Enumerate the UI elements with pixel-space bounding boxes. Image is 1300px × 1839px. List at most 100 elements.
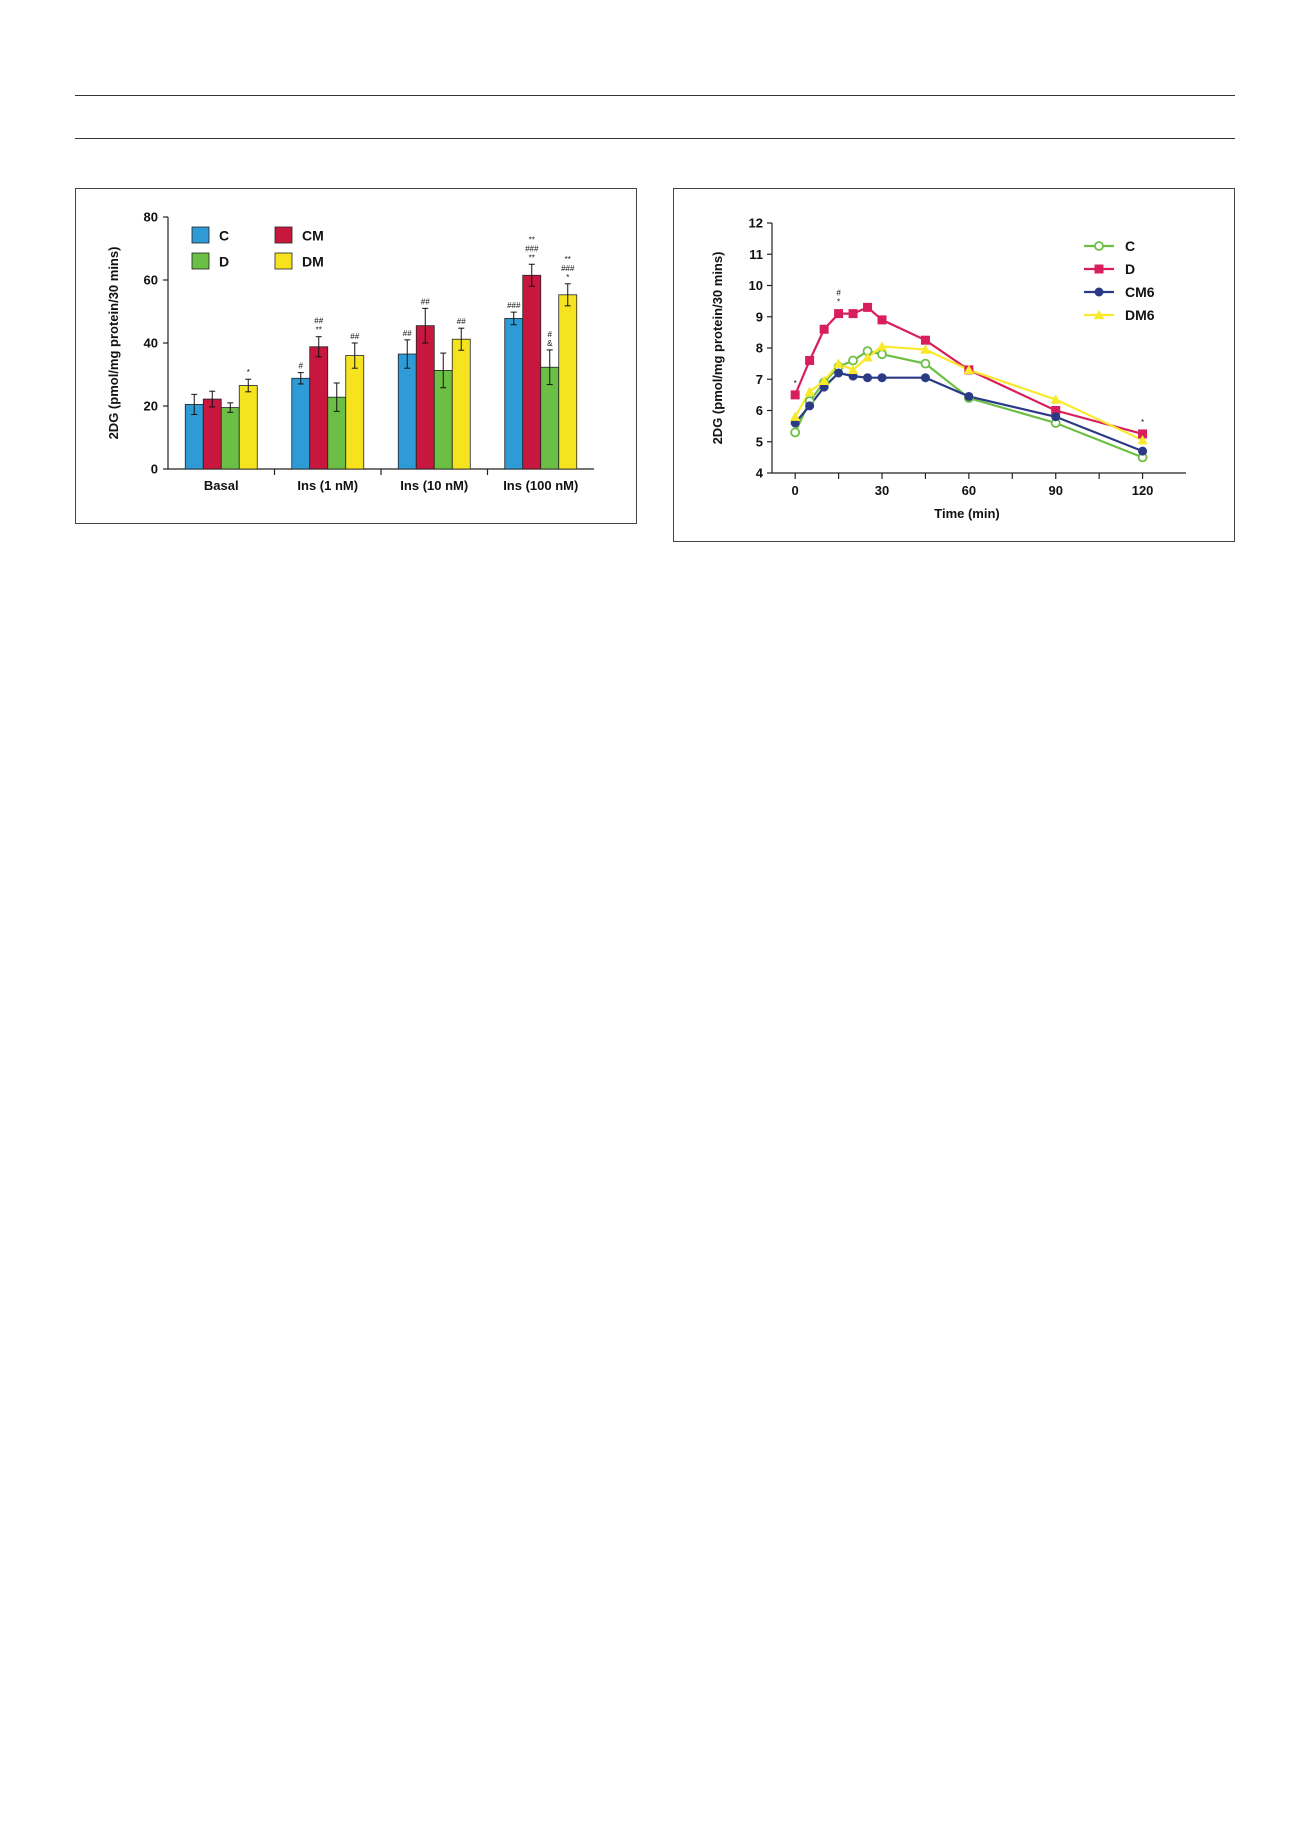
bar-cm-ins-10-nm xyxy=(415,325,435,470)
y-tick-label: 40 xyxy=(144,336,158,351)
point-dm6-t10 xyxy=(818,375,830,385)
bar-cm-ins-100-nm xyxy=(522,274,542,470)
legend-label-c: C xyxy=(219,228,229,244)
bar-dm-basal xyxy=(238,385,258,470)
y-tick-label: 8 xyxy=(756,341,763,356)
point-c-t30 xyxy=(877,349,887,360)
legend-marker-cm6 xyxy=(1094,287,1104,297)
x-tick-label: 30 xyxy=(875,483,889,498)
legend-marker-c xyxy=(1094,241,1104,251)
significance-c-ins-100-nm: ### xyxy=(507,301,521,310)
legend-swatch-d xyxy=(191,252,210,270)
y-tick-label: 5 xyxy=(756,434,763,449)
significance-dm-ins-1-nm: ## xyxy=(350,332,359,341)
bar-cm-basal xyxy=(202,398,222,470)
legend-marker-dm6 xyxy=(1093,309,1105,320)
point-dm6-t45 xyxy=(920,344,931,354)
y-tick-label: 9 xyxy=(756,309,763,324)
significance-cm-ins-1-nm: ## ** xyxy=(314,317,323,335)
point-cm6-t30 xyxy=(877,373,887,383)
y-tick-label: 7 xyxy=(756,372,763,387)
significance-dm-ins-100-nm: ** ### * xyxy=(561,255,575,282)
bar-dm-ins-1-nm xyxy=(345,355,365,470)
line-chart-panel: 4 5 6 7 8 9 10 11 12 0 30 60 90 120 Time (min) 2DG (pmo… xyxy=(673,188,1235,542)
point-dm6-t90 xyxy=(1050,394,1061,404)
point-dm6-t120 xyxy=(1137,435,1148,445)
y-tick-label: 0 xyxy=(151,462,158,477)
significance-d-ins-100-nm: # & xyxy=(547,330,553,348)
point-d-t20 xyxy=(848,309,858,319)
significance-annotation: * xyxy=(1141,418,1144,427)
x-tick-label: 0 xyxy=(792,483,799,498)
legend-swatch-dm xyxy=(274,252,293,270)
x-tick-label-ins-10-nm: Ins (10 nM) xyxy=(400,478,468,493)
x-tick-label: 60 xyxy=(962,483,976,498)
bar-chart: 0 20 40 60 80 2DG (pmol/mg protein/30 mins) Ba… xyxy=(106,210,594,493)
bar-c-ins-100-nm xyxy=(504,318,524,470)
point-dm6-t15 xyxy=(833,358,844,368)
y-tick-label: 60 xyxy=(144,273,158,288)
point-d-t10 xyxy=(819,324,829,334)
significance-cm-ins-100-nm: ** ### ** xyxy=(525,235,539,262)
point-d-t45 xyxy=(920,335,930,345)
legend-label-d: D xyxy=(1125,261,1135,277)
legend-swatch-c xyxy=(191,226,210,244)
x-tick-label: 90 xyxy=(1048,483,1062,498)
y-tick-label: 20 xyxy=(144,399,158,414)
bar-c-ins-1-nm xyxy=(291,377,311,470)
legend-label-dm6: DM6 xyxy=(1125,307,1155,323)
point-dm6-t30 xyxy=(876,341,888,351)
point-d-t25 xyxy=(863,302,873,312)
legend-marker-d xyxy=(1094,264,1104,274)
point-d-t15 xyxy=(834,309,844,319)
point-d-t120 xyxy=(1138,429,1148,439)
point-dm6-t20 xyxy=(847,364,859,375)
point-dm6-t5 xyxy=(804,386,815,396)
significance-annotation: * xyxy=(794,379,797,388)
y-tick-label: 10 xyxy=(749,278,763,293)
x-tick-label: 120 xyxy=(1132,483,1154,498)
point-dm6-t60 xyxy=(963,364,975,375)
point-cm6-t45 xyxy=(920,373,930,383)
x-axis-label: Time (min) xyxy=(934,506,1000,521)
point-d-t0 xyxy=(790,390,800,400)
y-tick-label: 11 xyxy=(749,247,763,262)
point-dm6-t0 xyxy=(789,411,801,421)
legend-label-cm: CM xyxy=(302,228,324,244)
y-tick-label: 12 xyxy=(749,216,763,231)
point-d-t30 xyxy=(877,315,887,325)
point-cm6-t90 xyxy=(1051,412,1061,422)
point-cm6-t25 xyxy=(863,373,873,383)
bar-d-basal xyxy=(220,407,240,470)
point-dm6-t25 xyxy=(862,352,873,362)
bar-dm-ins-100-nm xyxy=(558,294,578,470)
series-line-cm6 xyxy=(794,371,1143,453)
legend-label-dm: DM xyxy=(302,254,324,270)
significance-dm-basal: * xyxy=(247,368,250,377)
significance-c-ins-10-nm: ## xyxy=(403,329,412,338)
bar-dm-ins-10-nm xyxy=(451,338,471,470)
y-axis-label: 2DG (pmol/mg protein/30 mins) xyxy=(106,247,121,440)
bar-cm-ins-1-nm xyxy=(309,346,329,470)
point-cm6-t60 xyxy=(964,391,974,401)
point-c-t45 xyxy=(920,358,931,369)
point-c-t0 xyxy=(790,427,801,438)
header-rule-bottom xyxy=(75,138,1235,139)
point-cm6-t120 xyxy=(1138,446,1148,456)
point-cm6-t15 xyxy=(834,368,844,378)
legend-swatch-cm xyxy=(274,226,293,244)
y-tick-label: 80 xyxy=(144,210,158,225)
x-tick-label-basal: Basal xyxy=(204,478,239,493)
y-tick-label: 6 xyxy=(756,403,763,418)
legend-label-c: C xyxy=(1125,238,1135,254)
significance-dm-ins-10-nm: ## xyxy=(457,317,466,326)
y-axis-label: 2DG (pmol/mg protein/30 mins) xyxy=(710,252,725,445)
x-tick-label-ins-1-nm: Ins (1 nM) xyxy=(297,478,358,493)
point-d-t90 xyxy=(1051,406,1061,415)
significance-annotation: # * xyxy=(836,289,841,307)
point-cm6-t5 xyxy=(805,401,815,411)
legend-label-cm6: CM6 xyxy=(1125,284,1155,300)
point-c-t20 xyxy=(848,355,858,366)
significance-c-ins-1-nm: # xyxy=(299,362,304,371)
